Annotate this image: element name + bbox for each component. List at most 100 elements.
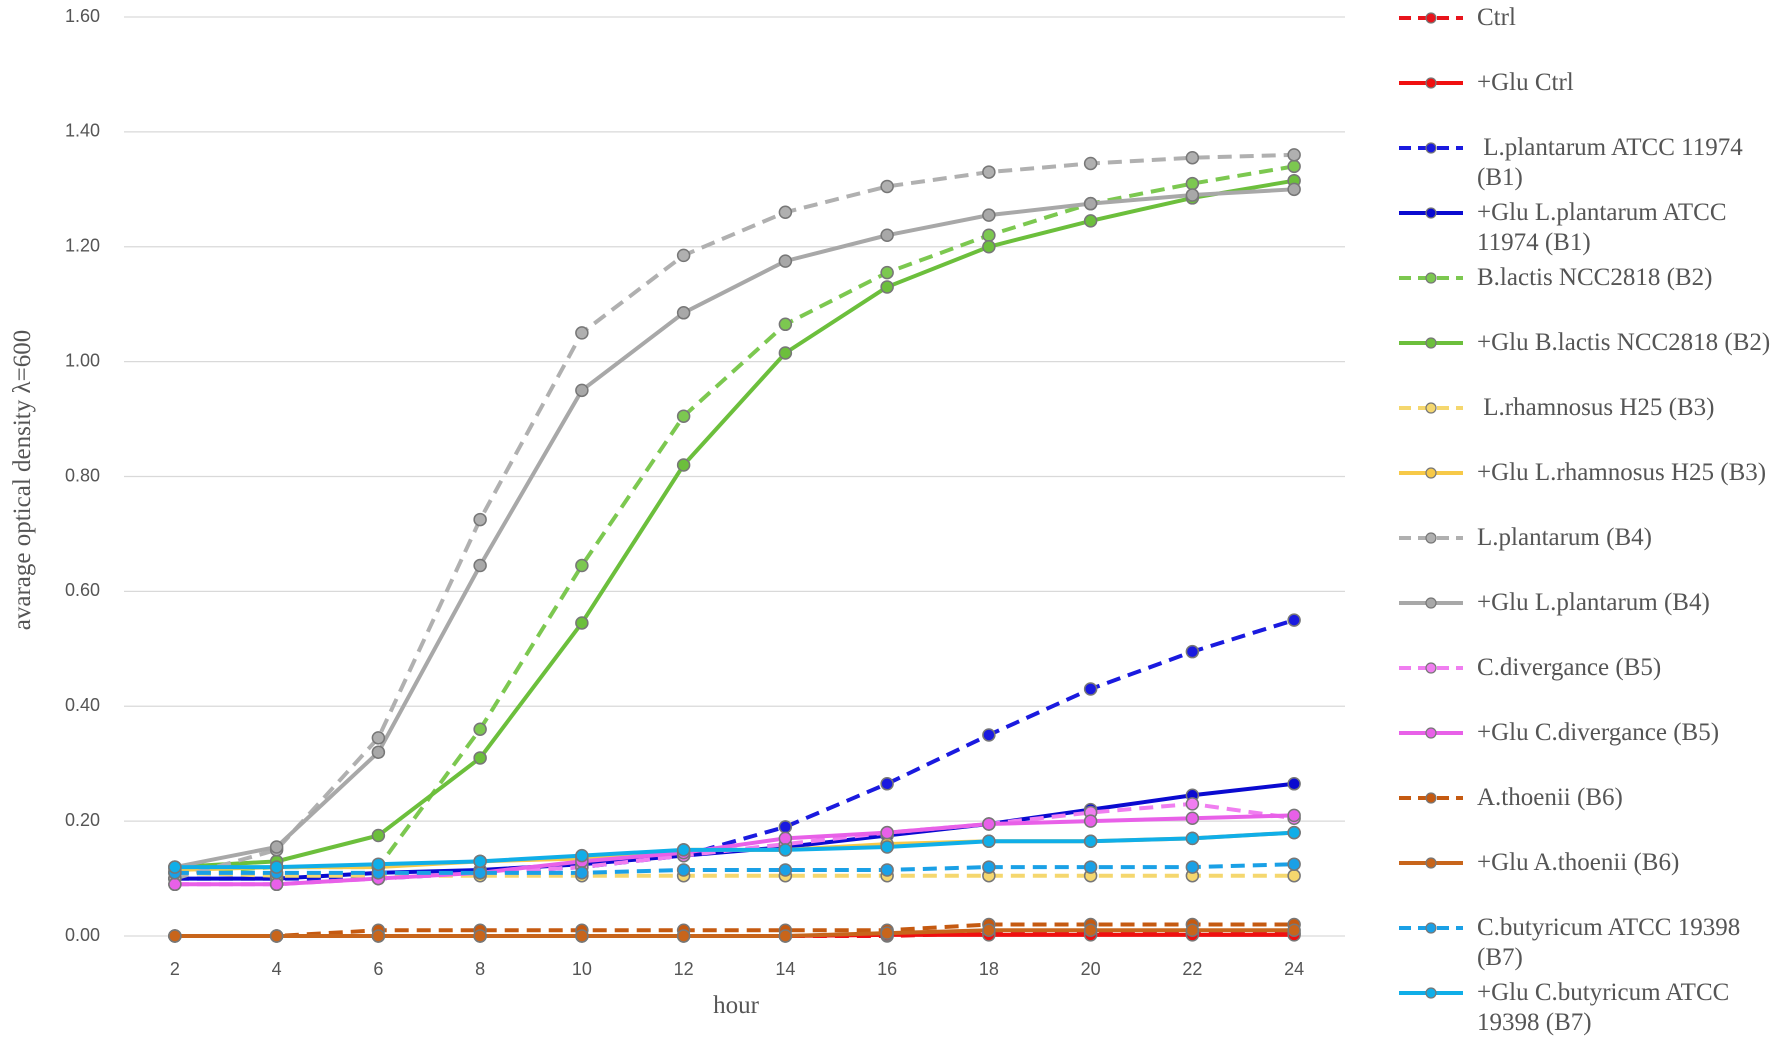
legend-marker [1425,727,1437,739]
data-point [1185,176,1200,191]
legend-swatch [1399,12,1463,24]
data-point [880,228,894,243]
data-point [269,860,284,874]
legend-label: L.plantarum ATCC 11974 (B1) [1477,134,1749,191]
x-tick-label: 22 [1182,959,1202,979]
data-point [269,877,284,892]
data-point [778,820,793,834]
data-point [880,179,894,194]
data-point [473,866,487,880]
x-tick-label: 8 [475,959,485,979]
x-tick-label: 16 [877,959,897,979]
legend-marker [1425,597,1437,609]
legend-label: +Glu A.thoenii (B6) [1477,849,1680,876]
data-point [982,923,996,938]
data-point [473,558,487,573]
legend-label: Ctrl [1477,4,1516,31]
data-point [1287,148,1301,162]
data-point [575,929,589,943]
y-tick-label: 0.80 [65,465,100,485]
data-point [982,728,996,742]
x-tick-label: 20 [1081,959,1101,979]
data-point [676,409,691,423]
data-point [778,317,793,332]
y-tick-label: 1.40 [65,121,100,141]
y-tick-label: 1.00 [65,350,100,370]
data-point [575,558,589,573]
legend-item: +Glu L.plantarum (B4) [1395,588,1772,618]
legend-label: C.divergance (B5) [1477,654,1662,681]
series-line [174,813,1295,887]
data-point [1185,923,1200,938]
legend-swatch [1399,922,1463,934]
legend-swatch [1399,987,1463,999]
data-point [1083,214,1098,228]
data-point [880,926,894,940]
data-point [575,383,589,398]
legend-item: +Glu C.butyricum ATCC 19398 (B7) [1395,978,1772,1038]
data-point [1083,156,1098,171]
series-line [174,164,1295,875]
legend-marker [1425,857,1437,869]
legend-item: B.lactis NCC2818 (B2) [1395,263,1772,293]
data-point [1083,814,1098,828]
series-line [174,178,1295,870]
legend-swatch [1399,337,1463,349]
x-tick-label: 10 [572,959,592,979]
data-point [168,877,182,892]
data-point [982,240,996,254]
data-point [1287,825,1301,840]
data-point [269,929,284,943]
legend-swatch [1399,207,1463,219]
data-point [982,165,996,179]
legend-marker [1425,12,1437,24]
legend-label: +Glu Ctrl [1477,69,1574,96]
data-point [676,306,691,320]
legend-item: +Glu Ctrl [1395,68,1772,98]
legend-swatch [1399,77,1463,89]
data-point [982,228,996,243]
legend-swatch [1399,597,1463,609]
data-point [371,745,386,759]
data-point [168,860,182,874]
legend-item: L.rhamnosus H25 (B3) [1395,393,1772,423]
data-point [269,840,284,854]
data-point [575,616,589,630]
legend-marker [1425,207,1437,219]
data-point [1185,644,1200,659]
data-point [1287,182,1301,197]
data-point [778,929,793,943]
y-tick-label: 1.20 [65,236,100,256]
data-point [1287,868,1301,883]
legend-label: A.thoenii (B6) [1477,784,1623,811]
series-line [174,922,1295,938]
legend-marker [1425,77,1437,89]
data-point [880,777,894,791]
data-point [1083,834,1098,848]
legend-item: +Glu B.lactis NCC2818 (B2) [1395,328,1772,358]
legend-marker [1425,922,1437,934]
data-point [1083,923,1098,938]
legend-label: C.butyricum ATCC 19398 (B7) [1477,914,1747,971]
data-point [473,929,487,943]
data-point [1287,777,1301,791]
y-axis-label: avarage optical density λ=600 [9,330,36,630]
y-tick-label: 1.60 [65,6,100,26]
data-point [1185,797,1200,811]
data-point [371,828,386,843]
legend-item: Ctrl [1395,3,1772,33]
data-point [473,751,487,765]
data-point [1287,159,1301,174]
y-tick-label: 0.40 [65,695,100,715]
data-point [676,458,691,472]
legend-marker [1425,272,1437,284]
series-line [174,862,1295,875]
legend-marker [1425,662,1437,674]
data-point [1287,923,1301,938]
legend-marker [1425,467,1437,479]
y-tick-label: 0.60 [65,580,100,600]
data-point [778,863,793,877]
data-point [778,843,793,857]
legend-swatch [1399,532,1463,544]
legend-marker [1425,402,1437,414]
